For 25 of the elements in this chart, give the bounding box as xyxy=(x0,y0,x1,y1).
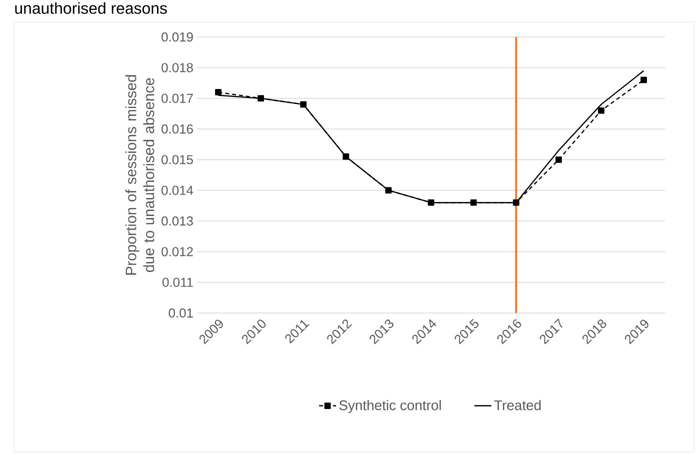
point xyxy=(385,187,392,194)
point xyxy=(598,107,604,114)
point xyxy=(342,153,350,160)
y-axis-title: Proportion of sessions missed due to unauthorised absence xyxy=(125,75,154,275)
point xyxy=(258,95,264,102)
point xyxy=(215,89,222,96)
point xyxy=(428,199,434,206)
y-tick-label: 0.019 xyxy=(162,32,193,42)
y-tick-label: 0.012 xyxy=(162,247,193,256)
y-tick-label: 0.017 xyxy=(162,94,193,103)
y-tick-label: 0.016 xyxy=(162,124,193,134)
y-tick-label: 0.011 xyxy=(162,278,193,287)
y-tick-label: 0.014 xyxy=(162,186,194,195)
legend-label: Synthetic control xyxy=(339,400,441,413)
point xyxy=(300,101,307,108)
y-tick-label: 0.013 xyxy=(162,216,193,226)
chart-title: unauthorised reasons xyxy=(15,2,167,14)
point xyxy=(555,156,562,163)
point xyxy=(640,76,647,84)
y-tick-label: 0.015 xyxy=(162,155,193,164)
point xyxy=(512,199,520,206)
point xyxy=(470,199,477,206)
y-tick-label: 0.018 xyxy=(162,63,193,72)
legend-label: Treated xyxy=(494,400,541,410)
y-tick-label: 0.01 xyxy=(168,308,193,318)
